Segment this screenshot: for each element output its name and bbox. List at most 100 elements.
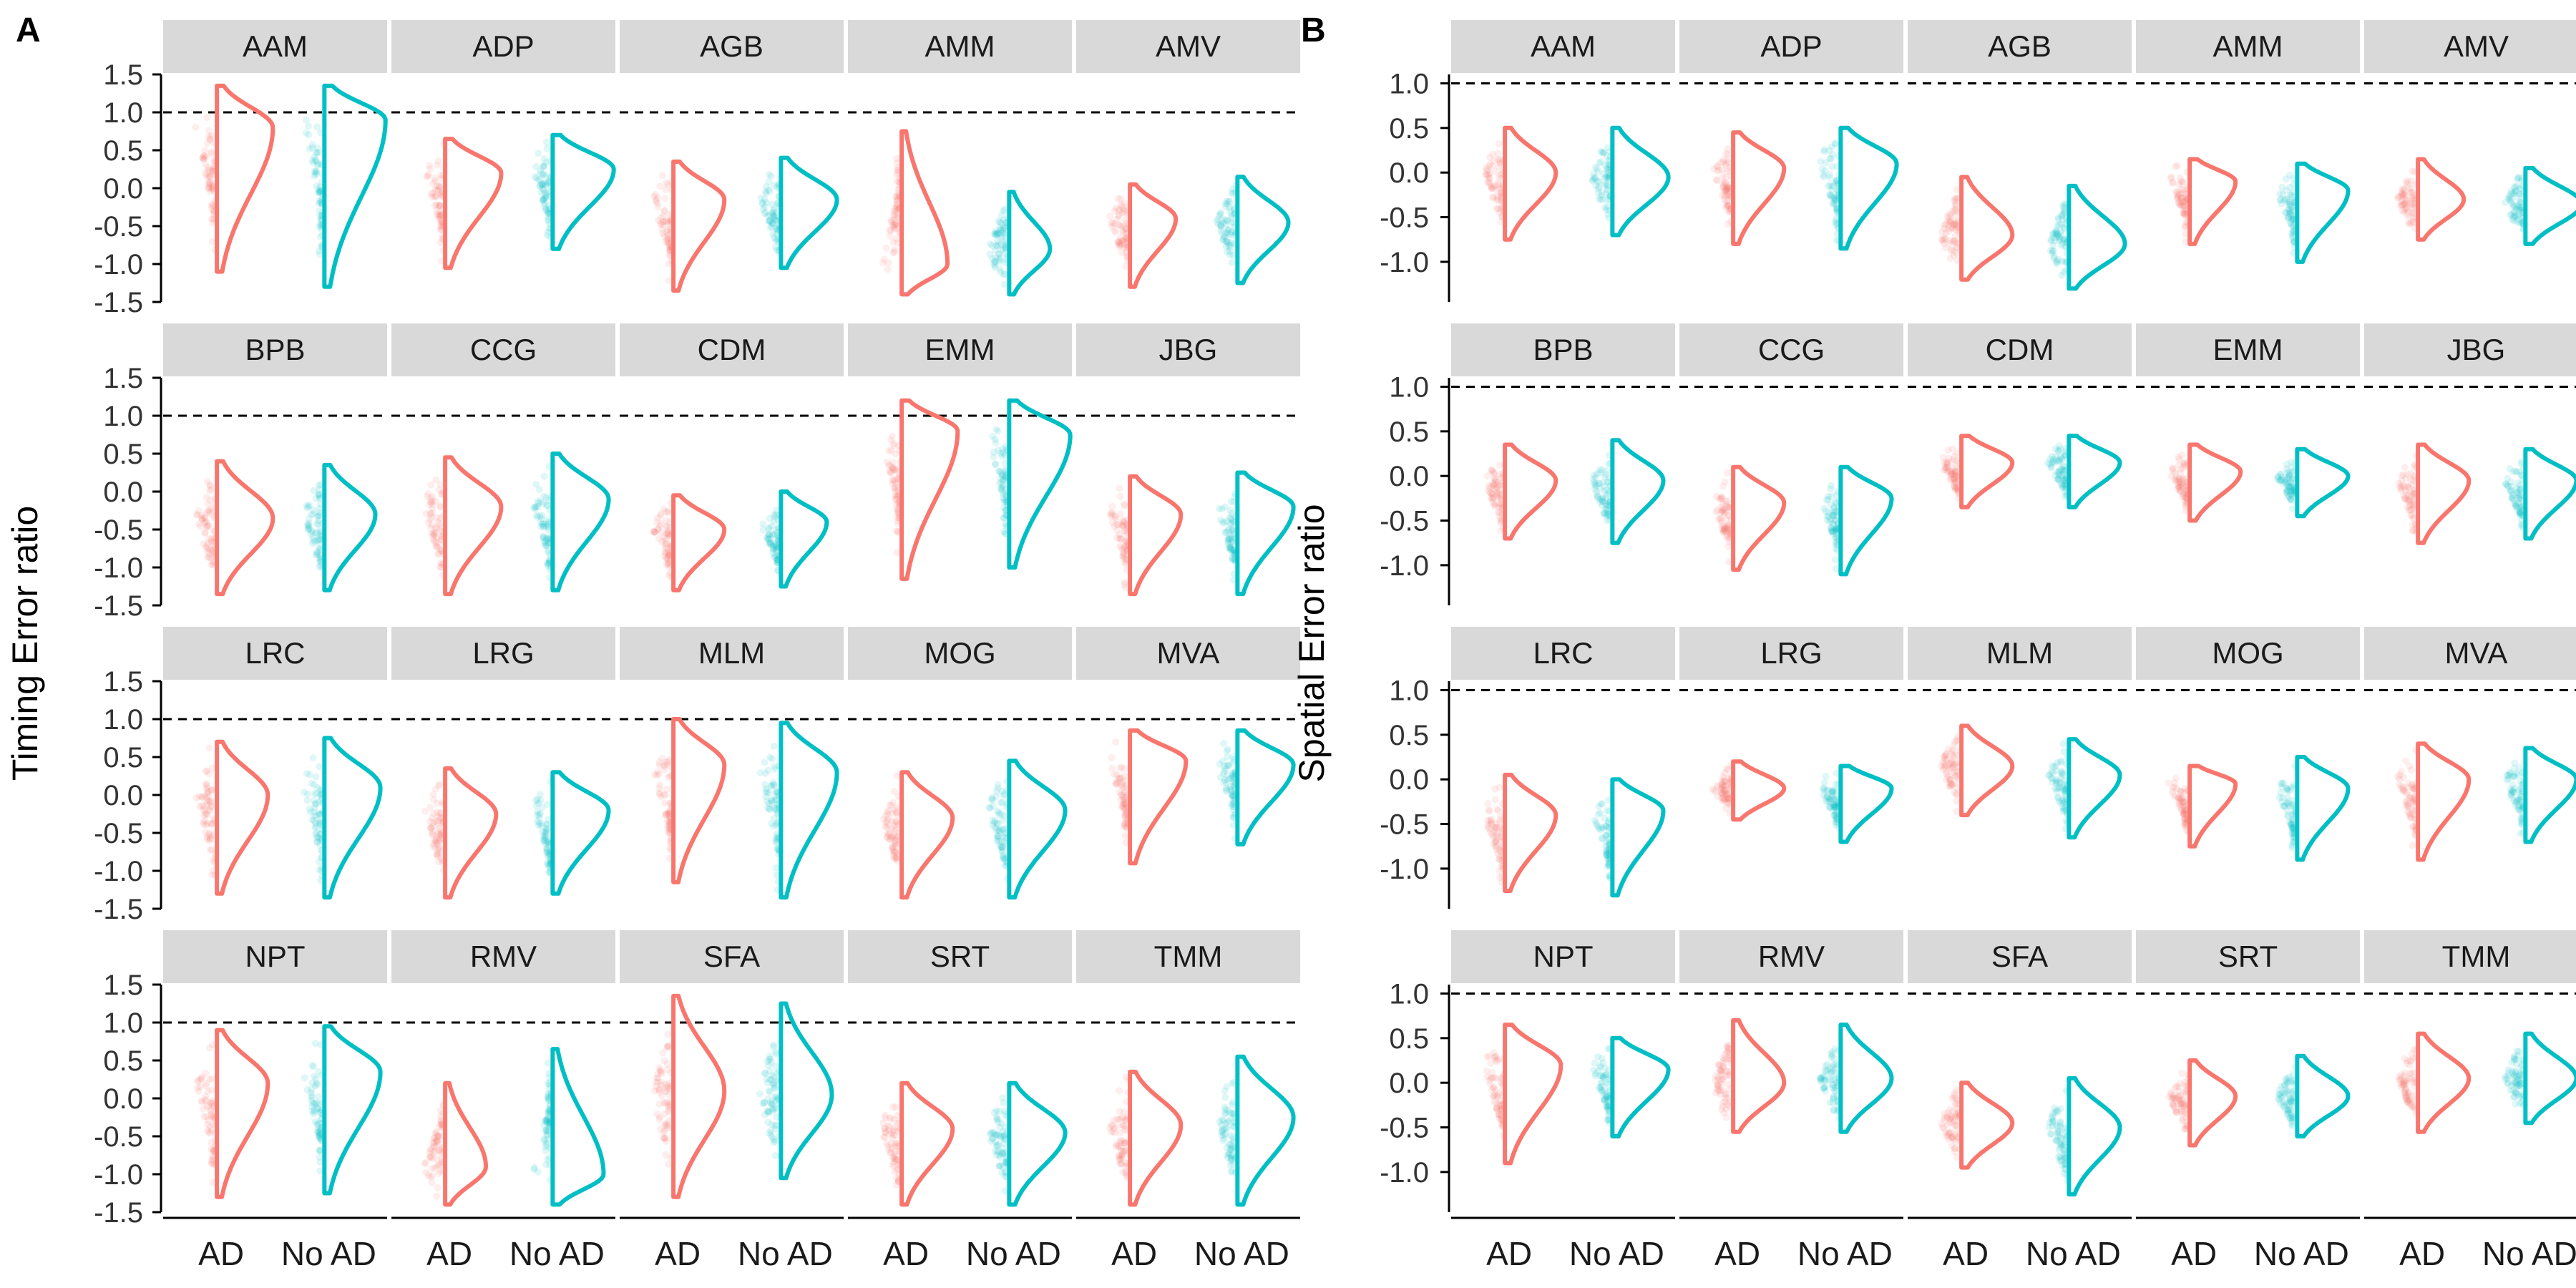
data-point [544, 852, 552, 860]
data-point [1000, 514, 1008, 522]
data-point [999, 494, 1007, 502]
data-point [892, 213, 899, 220]
data-point [1001, 452, 1009, 459]
data-point [316, 208, 323, 215]
violin-no-ad [1838, 464, 1894, 577]
data-point [773, 217, 781, 225]
data-point [430, 532, 438, 540]
data-point [1120, 550, 1128, 557]
data-point [205, 744, 213, 752]
data-point [436, 540, 444, 548]
data-point [1719, 528, 1727, 536]
violin-ad [215, 83, 275, 274]
data-point [656, 781, 664, 789]
data-point [1228, 516, 1236, 524]
data-point [663, 218, 670, 225]
data-point [1828, 186, 1835, 194]
data-point [992, 254, 1000, 262]
data-point [890, 439, 898, 447]
data-point [431, 530, 439, 538]
data-point [544, 1156, 552, 1163]
data-point [536, 182, 544, 190]
data-point [893, 772, 901, 780]
data-point [1114, 195, 1122, 203]
violin-no-ad [2295, 161, 2351, 264]
data-point [662, 185, 670, 193]
panel-label: A [16, 11, 41, 49]
facet-strip-label: NPT [245, 940, 306, 973]
data-point [662, 555, 670, 562]
data-point [542, 494, 550, 502]
data-point [886, 467, 893, 475]
data-point [1121, 555, 1129, 563]
violin-ad [1731, 759, 1787, 822]
violin-no-ad [1610, 777, 1666, 898]
data-point [2399, 207, 2406, 215]
violin-ad [1731, 130, 1787, 246]
data-point [659, 218, 667, 225]
facet-strip-label: SRT [930, 940, 990, 973]
data-point [313, 150, 321, 157]
data-point [534, 497, 542, 505]
data-point [1119, 552, 1127, 560]
data-point [766, 217, 774, 225]
data-point [540, 196, 547, 204]
data-point [1215, 212, 1223, 219]
data-point [208, 150, 215, 157]
data-point [1951, 780, 1959, 787]
data-point [1121, 527, 1129, 535]
data-point [1122, 537, 1130, 545]
data-point [2050, 254, 2058, 262]
data-point [665, 551, 673, 559]
data-point [771, 1152, 779, 1160]
data-point [209, 558, 217, 566]
violin-no-ad [322, 736, 383, 900]
data-point [201, 514, 209, 522]
data-point [1485, 162, 1493, 170]
data-point [539, 520, 547, 528]
data-point [437, 223, 445, 231]
data-point [887, 462, 894, 469]
data-point [659, 230, 667, 237]
data-point [302, 129, 310, 137]
data-point [424, 489, 432, 497]
data-point [1122, 545, 1130, 553]
data-point [195, 1077, 203, 1085]
data-point [1001, 472, 1009, 479]
data-point [537, 176, 545, 184]
data-point [203, 173, 211, 181]
data-point [660, 233, 668, 240]
data-point [1220, 233, 1228, 240]
data-point [766, 187, 774, 195]
data-point [313, 548, 321, 556]
data-point [664, 238, 672, 246]
data-point [1001, 467, 1009, 475]
data-point [2285, 210, 2293, 218]
data-point [208, 786, 215, 794]
data-point [206, 487, 214, 494]
data-point [990, 453, 997, 461]
data-point [892, 479, 899, 487]
data-point [205, 183, 213, 191]
data-point [663, 549, 670, 557]
y-tick-label: 1.0 [1389, 675, 1429, 706]
data-point [659, 172, 666, 180]
data-point [999, 227, 1006, 235]
data-point [892, 1139, 899, 1147]
data-point [544, 210, 552, 217]
violin-no-ad [1838, 763, 1894, 844]
data-point [2517, 486, 2524, 494]
data-point [891, 487, 899, 494]
data-point [892, 221, 899, 229]
facet-strip-label: TMM [1154, 940, 1223, 973]
facet-AGB: AGB [1908, 20, 2132, 291]
data-point [2402, 496, 2410, 503]
data-point [1229, 525, 1236, 533]
data-point [316, 866, 323, 874]
data-point [1118, 240, 1126, 248]
facet-strip-label: MOG [2212, 636, 2283, 670]
data-point [542, 158, 550, 166]
data-point [1000, 238, 1008, 245]
data-point [764, 1095, 772, 1103]
facet-strip-label: CDM [698, 333, 766, 366]
